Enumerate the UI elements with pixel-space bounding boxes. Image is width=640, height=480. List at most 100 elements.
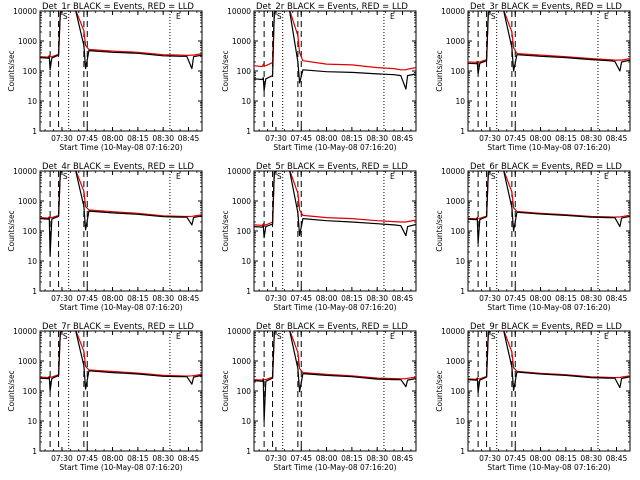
- y-tick-label: 10000: [441, 327, 465, 336]
- x-tick-label: 08:00: [316, 134, 338, 143]
- x-tick-label: 07:30: [51, 454, 73, 463]
- x-tick-label: 07:45: [290, 454, 312, 463]
- series-line-lld: [254, 331, 416, 381]
- panel-title: Det_7r BLACK = Events, RED = LLD: [42, 322, 194, 332]
- y-tick-label: 10: [455, 257, 465, 266]
- y-tick-label: 10: [27, 97, 37, 106]
- x-tick-label: 08:45: [606, 134, 628, 143]
- x-axis-label: Start Time (10-May-08 07:16:20): [273, 463, 396, 472]
- plot-frame: [467, 10, 631, 132]
- x-tick-label: 07:45: [76, 294, 98, 303]
- series-line-events: [468, 11, 630, 75]
- event-marker-e: E: [390, 332, 395, 341]
- x-tick-label: 07:45: [504, 134, 526, 143]
- y-tick-label: 100: [451, 67, 466, 76]
- series-line-events: [468, 171, 630, 244]
- x-tick-label: 08:30: [366, 134, 388, 143]
- panel-det-9: Det_9r BLACK = Events, RED = LLD 1 10 100 10…: [435, 322, 631, 472]
- x-tick-label: 08:00: [102, 134, 124, 143]
- plot-frame: [39, 10, 203, 132]
- x-tick-label: 07:30: [51, 134, 73, 143]
- x-axis-label: Start Time (10-May-08 07:16:20): [273, 143, 396, 152]
- x-tick-label: 07:30: [265, 134, 287, 143]
- y-tick-label: 10000: [441, 167, 465, 176]
- x-tick-label: 08:15: [341, 454, 363, 463]
- series-line-lld: [254, 11, 416, 71]
- series-line-lld: [40, 171, 202, 219]
- x-tick-label: 08:00: [530, 294, 552, 303]
- x-axis-label: Start Time (10-May-08 07:16:20): [273, 303, 396, 312]
- panel-det-3: Det_3r BLACK = Events, RED = LLD 1 10 100 10…: [435, 2, 631, 152]
- x-tick-label: 08:30: [366, 454, 388, 463]
- y-tick-label: 100: [451, 387, 466, 396]
- x-tick-label: 08:30: [580, 454, 602, 463]
- y-tick-label: 10000: [13, 327, 37, 336]
- x-tick-label: 07:45: [290, 134, 312, 143]
- panel-title: Det_2r BLACK = Events, RED = LLD: [256, 2, 408, 12]
- y-axis-label: Counts/sec: [7, 50, 16, 91]
- y-tick-label: 1000: [18, 357, 37, 366]
- event-marker-s: S: [277, 172, 282, 181]
- y-tick-label: 1: [32, 447, 37, 456]
- y-tick-label: 1: [246, 127, 251, 136]
- plot-frame: [39, 330, 203, 452]
- y-tick-label: 10: [241, 257, 251, 266]
- x-tick-label: 07:30: [51, 294, 73, 303]
- event-marker-s: S: [63, 332, 68, 341]
- event-marker-e: E: [176, 332, 181, 341]
- panel-det-8: Det_8r BLACK = Events, RED = LLD 1 10 100 10…: [221, 322, 417, 472]
- y-tick-label: 1: [246, 447, 251, 456]
- y-tick-label: 10000: [227, 327, 251, 336]
- x-tick-label: 08:15: [127, 294, 149, 303]
- x-tick-label: 07:45: [76, 134, 98, 143]
- x-axis-label: Start Time (10-May-08 07:16:20): [59, 463, 182, 472]
- y-tick-label: 1000: [232, 37, 251, 46]
- y-tick-label: 10: [27, 417, 37, 426]
- event-marker-s: S: [491, 172, 496, 181]
- panel-title: Det_5r BLACK = Events, RED = LLD: [256, 162, 408, 172]
- x-tick-label: 08:15: [127, 454, 149, 463]
- x-tick-label: 08:45: [392, 294, 414, 303]
- y-tick-label: 1000: [232, 197, 251, 206]
- series-line-events: [468, 331, 630, 393]
- x-axis-label: Start Time (10-May-08 07:16:20): [487, 463, 610, 472]
- y-axis-label: Counts/sec: [221, 50, 230, 91]
- series-line-events: [40, 331, 202, 392]
- y-axis-label: Counts/sec: [7, 370, 16, 411]
- x-tick-label: 08:30: [366, 294, 388, 303]
- plot-frame: [253, 330, 417, 452]
- y-tick-label: 1: [246, 287, 251, 296]
- y-tick-label: 100: [237, 387, 252, 396]
- panel-det-6: Det_6r BLACK = Events, RED = LLD 1 10 100 10…: [435, 162, 631, 312]
- event-marker-e: E: [390, 172, 395, 181]
- x-tick-label: 08:45: [178, 294, 200, 303]
- x-tick-label: 07:30: [479, 294, 501, 303]
- event-marker-s: S: [491, 12, 496, 21]
- x-tick-label: 08:15: [341, 134, 363, 143]
- y-tick-label: 10: [455, 417, 465, 426]
- y-tick-label: 100: [23, 67, 38, 76]
- series-line-lld: [254, 171, 416, 226]
- plot-frame: [253, 170, 417, 292]
- y-tick-label: 1000: [232, 357, 251, 366]
- x-axis-label: Start Time (10-May-08 07:16:20): [487, 143, 610, 152]
- x-tick-label: 08:30: [152, 294, 174, 303]
- x-tick-label: 08:30: [152, 454, 174, 463]
- panel-det-5: Det_5r BLACK = Events, RED = LLD 1 10 100 10…: [221, 162, 417, 312]
- y-tick-label: 100: [23, 227, 38, 236]
- y-tick-label: 10: [27, 257, 37, 266]
- y-tick-label: 1: [32, 127, 37, 136]
- event-marker-e: E: [604, 12, 609, 21]
- panel-title: Det_9r BLACK = Events, RED = LLD: [470, 322, 622, 332]
- y-tick-label: 10: [241, 97, 251, 106]
- series-line-events: [40, 11, 202, 71]
- x-tick-label: 08:45: [392, 134, 414, 143]
- y-tick-label: 10000: [227, 7, 251, 16]
- x-tick-label: 08:00: [102, 454, 124, 463]
- x-tick-label: 08:15: [555, 454, 577, 463]
- x-tick-label: 07:45: [504, 294, 526, 303]
- y-tick-label: 10: [241, 417, 251, 426]
- y-axis-label: Counts/sec: [435, 370, 444, 411]
- series-line-lld: [468, 11, 630, 63]
